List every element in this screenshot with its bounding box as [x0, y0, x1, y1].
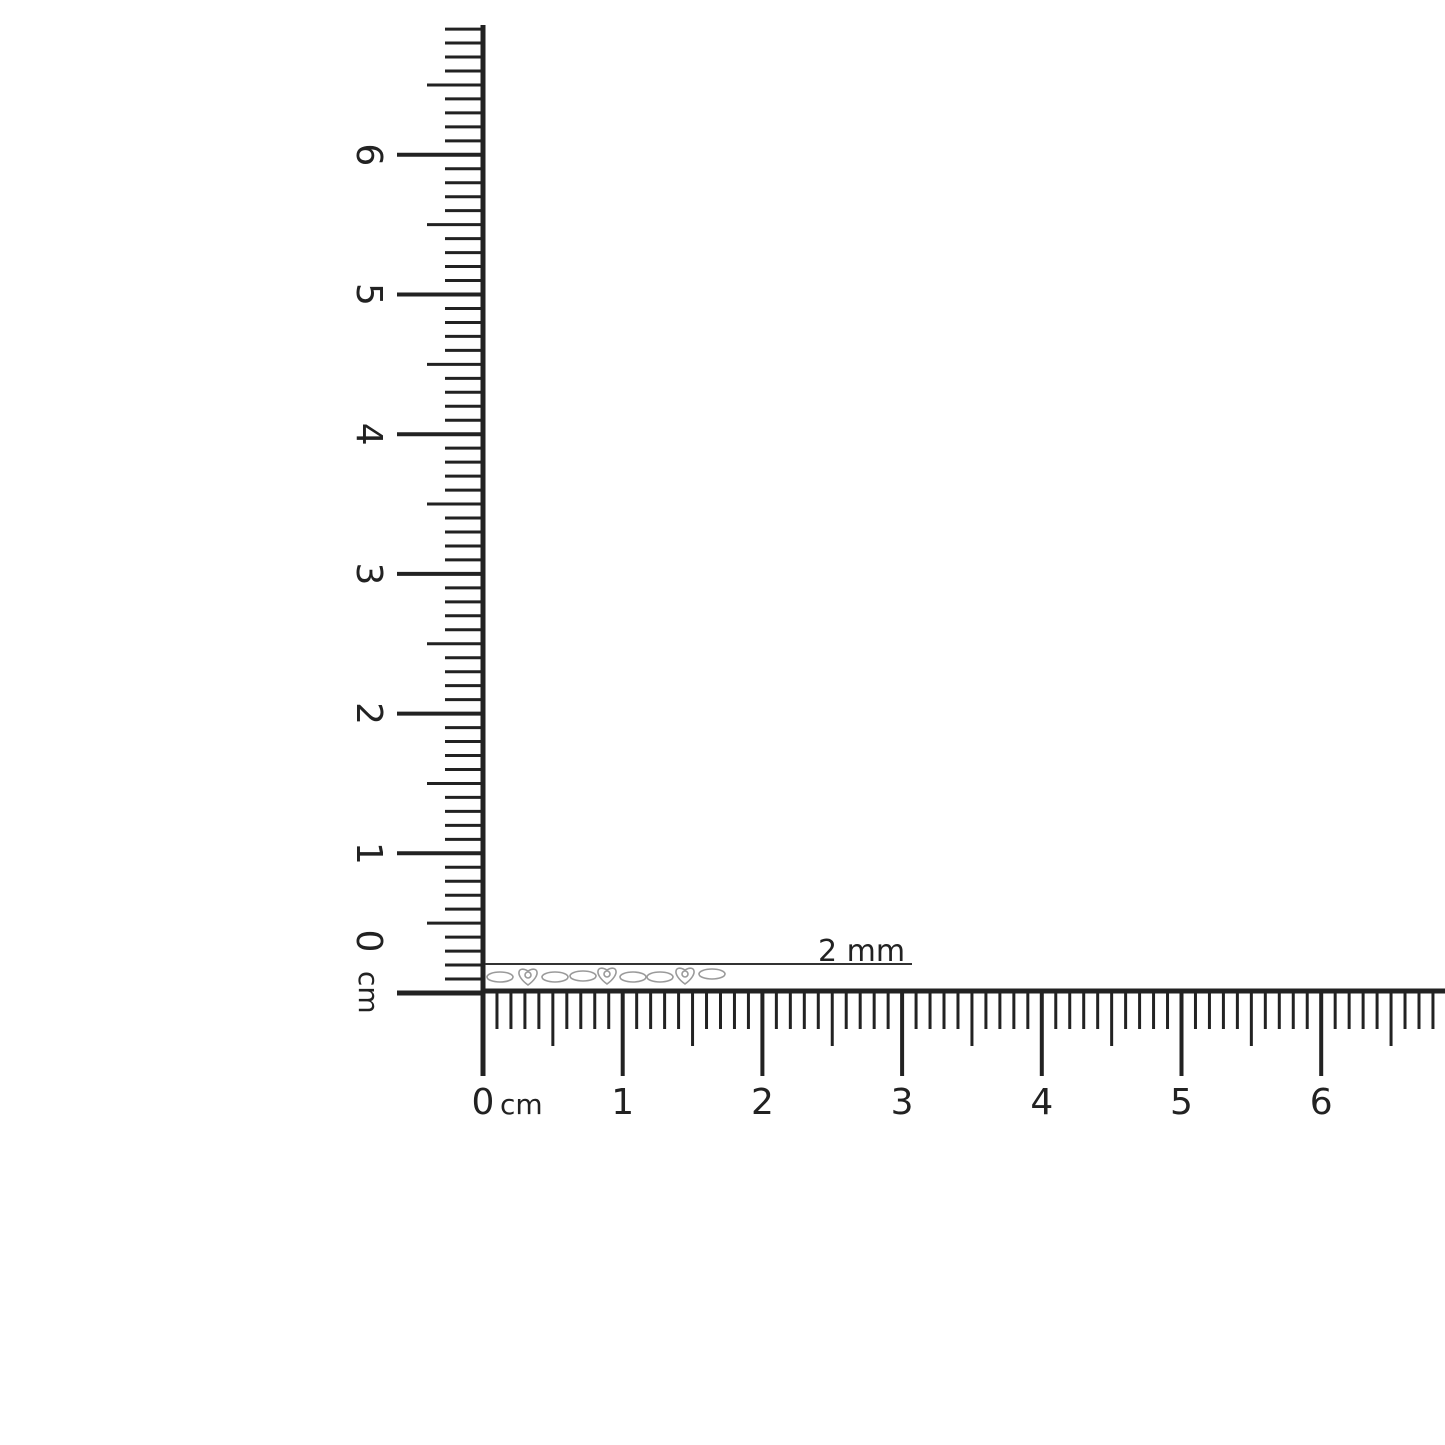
horizontal-ruler — [483, 988, 1445, 1076]
teardrop-link — [541, 971, 569, 983]
teardrop-link — [698, 968, 726, 980]
horizontal-label-4: 4 — [1030, 1082, 1053, 1123]
heart-link — [518, 968, 538, 986]
stone — [681, 970, 689, 978]
horizontal-label-5: 5 — [1170, 1082, 1193, 1123]
vertical-label-5: 5 — [348, 283, 389, 306]
vertical-label-0: 0 — [348, 930, 389, 953]
teardrop-link — [486, 971, 514, 983]
horizontal-unit-label: cm — [500, 1088, 543, 1121]
vertical-label-3: 3 — [348, 562, 389, 585]
horizontal-label-2: 2 — [751, 1082, 774, 1123]
vertical-ruler — [397, 25, 486, 1076]
horizontal-label-6: 6 — [1310, 1082, 1333, 1123]
vertical-label-6: 6 — [348, 143, 389, 166]
horizontal-label-1: 1 — [611, 1082, 634, 1123]
teardrop-link — [619, 971, 647, 983]
measurement-label: 2 mm — [818, 934, 905, 969]
heart-link — [597, 967, 617, 985]
teardrop-link — [569, 970, 597, 982]
heart-link — [675, 967, 695, 985]
horizontal-label-0: 0 — [472, 1082, 495, 1123]
stone — [524, 971, 532, 979]
vertical-label-4: 4 — [348, 423, 389, 446]
vertical-label-2: 2 — [348, 702, 389, 725]
horizontal-label-3: 3 — [891, 1082, 914, 1123]
vertical-unit-label: cm — [352, 971, 385, 1014]
stone — [603, 970, 611, 978]
teardrop-link — [646, 971, 674, 983]
horizontal-ruler-labels: 0 1 2 3 4 5 6 cm — [472, 1082, 1333, 1123]
vertical-ruler-labels: 0 1 2 3 4 5 6 cm — [348, 143, 389, 1013]
jewelry-item-icon — [486, 967, 726, 986]
vertical-label-1: 1 — [348, 842, 389, 865]
